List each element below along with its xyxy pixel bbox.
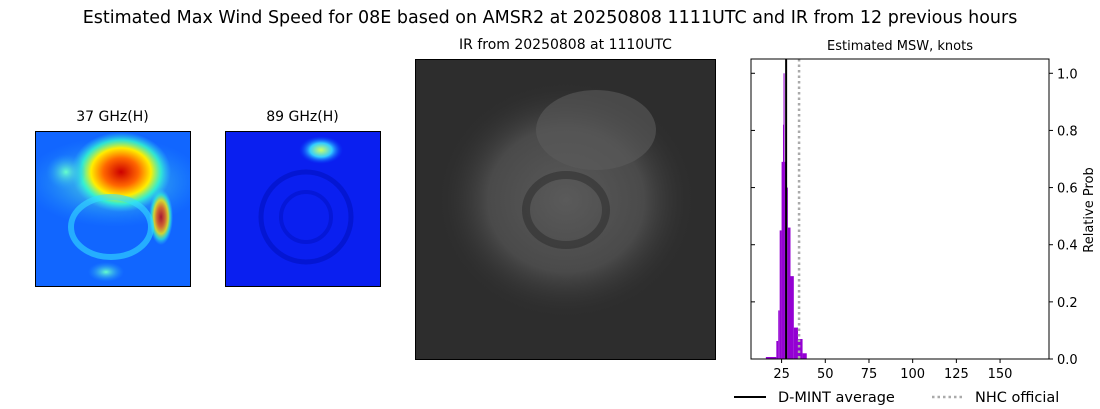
histogram-bar [776,341,779,359]
y-tick-label: 1.0 [1057,67,1078,82]
histogram-bar [802,353,807,359]
histogram-bar [779,230,782,359]
figure-title: Estimated Max Wind Speed for 08E based o… [82,8,1018,28]
legend-nhc-label: NHC official [975,390,1059,406]
panel-89ghz-title: 89 GHz(H) [266,109,339,125]
image-89ghz [225,131,381,287]
legend-dmint-label: D-MINT average [778,390,895,406]
histogram-bar [765,357,777,359]
y-tick-label: 0.2 [1057,296,1078,311]
histogram-bar [778,310,780,359]
image-ir [415,59,716,360]
histogram-bar [781,161,783,359]
y-tick-label: 0.6 [1057,182,1078,197]
y-tick-label: 0.4 [1057,239,1078,254]
chart-title: Estimated MSW, knots [827,39,973,54]
x-tick-label: 75 [861,367,878,382]
histogram-bar [786,187,788,359]
x-tick-label: 50 [817,367,834,382]
histogram-bar [790,276,794,359]
image-37ghz [35,131,191,287]
x-tick-label: 125 [944,367,969,382]
panel-37ghz-title: 37 GHz(H) [76,109,149,125]
y-tick-label: 0.8 [1057,124,1078,139]
plot-frame [750,58,1050,360]
x-tick-label: 150 [988,367,1013,382]
panel-ir-title: IR from 20250808 at 1110UTC [459,37,672,53]
histogram-bar [787,227,791,359]
y-tick-label: 0.0 [1057,353,1078,368]
histogram-bar [793,327,799,359]
histogram-bar [782,124,784,359]
histogram-bar [783,73,785,360]
x-tick-label: 25 [773,367,790,382]
legend: D-MINT average NHC official [734,390,1059,406]
x-tick-label: 100 [900,367,925,382]
histogram-bar [798,339,803,359]
y-axis-label: Relative Prob [1082,167,1097,252]
